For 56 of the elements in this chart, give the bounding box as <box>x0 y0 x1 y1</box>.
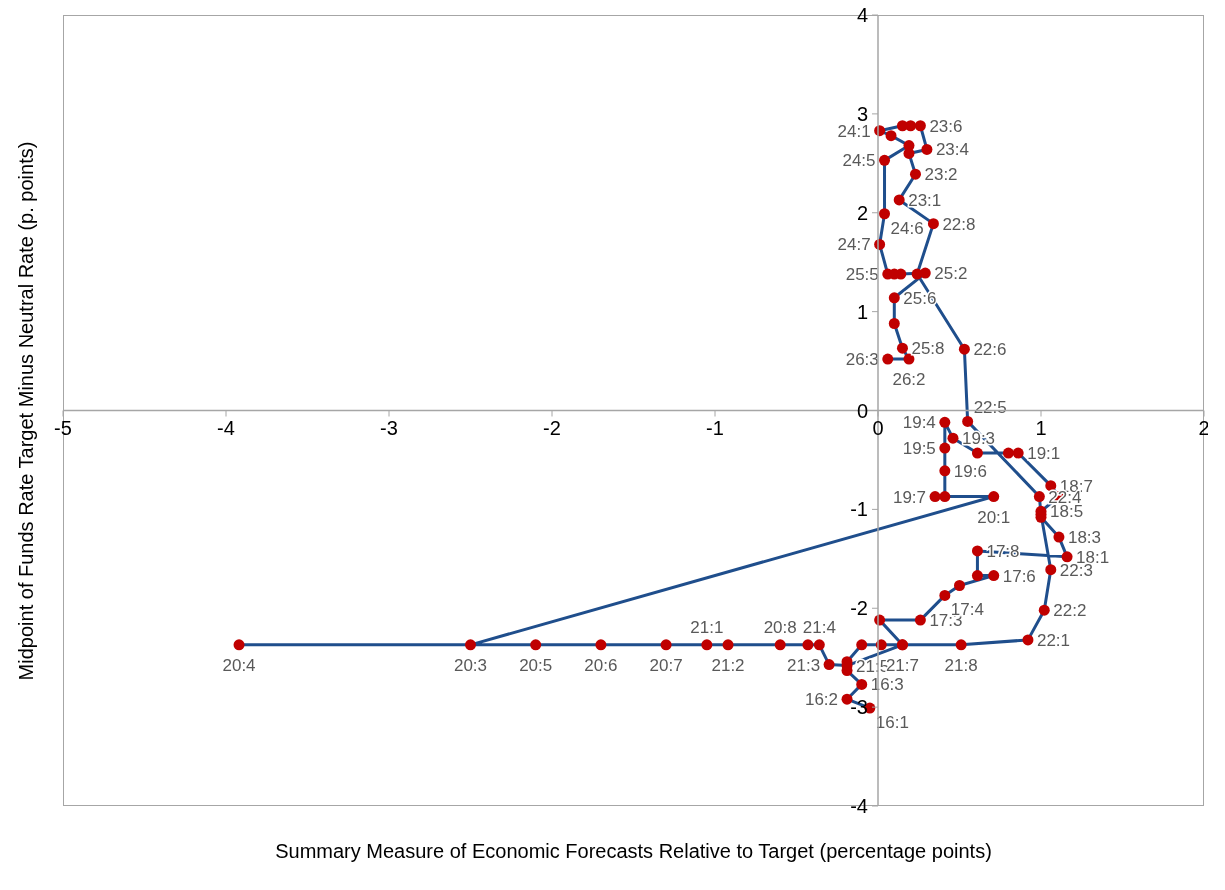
data-label: 24:6 <box>890 218 924 238</box>
y-tick-label: -2 <box>850 597 868 620</box>
data-label: 20:4 <box>222 655 256 675</box>
x-tick-label: 1 <box>1035 416 1047 439</box>
data-label: 21:4 <box>802 617 836 637</box>
y-axis-title: Midpoint of Funds Rate Target Minus Neutral Rate (p. points) <box>14 141 38 680</box>
data-label: 19:7 <box>892 487 927 507</box>
y-tick-label: -1 <box>850 498 868 521</box>
data-label: 23:2 <box>924 165 958 185</box>
data-label: 22:2 <box>1053 601 1087 621</box>
data-label: 19:1 <box>1027 444 1061 464</box>
x-tick-label: -2 <box>543 416 561 439</box>
data-label: 18:5 <box>1050 502 1084 522</box>
data-label: 21:2 <box>711 655 745 675</box>
data-label: 24:5 <box>842 151 876 171</box>
data-label: 22:6 <box>973 340 1007 360</box>
x-tick-label: 2 <box>1198 416 1210 439</box>
data-label: 23:4 <box>935 140 969 160</box>
y-tick-label: -4 <box>850 795 868 817</box>
data-label: 16:1 <box>875 713 909 733</box>
data-label: 16:3 <box>870 675 904 695</box>
x-axis-title: Summary Measure of Economic Forecasts Relative to Target (percentage points) <box>274 840 993 863</box>
data-label: 19:6 <box>953 461 987 481</box>
data-label: 24:7 <box>837 235 871 255</box>
data-label: 23:1 <box>908 190 942 210</box>
data-label: 26:3 <box>845 350 879 370</box>
data-label: 20:7 <box>649 655 683 675</box>
data-label: 21:3 <box>787 655 821 675</box>
y-tick-label: 0 <box>856 399 868 422</box>
x-tick-label: 0 <box>872 416 884 439</box>
data-label: 25:8 <box>911 339 945 359</box>
y-tick-label: 4 <box>856 4 868 26</box>
data-label: 20:6 <box>584 655 618 675</box>
x-tick-label: -3 <box>380 416 398 439</box>
data-label: 25:5 <box>845 265 879 285</box>
data-label: 21:8 <box>944 655 978 675</box>
data-label: 25:2 <box>934 264 968 284</box>
data-label: 19:4 <box>902 413 936 433</box>
data-label: 21:1 <box>690 617 724 637</box>
data-label: 23:6 <box>929 116 963 136</box>
y-tick-label: 1 <box>856 300 868 323</box>
x-tick-label: -4 <box>217 416 235 439</box>
data-label: 22:8 <box>942 214 976 234</box>
x-tick-label: -5 <box>54 416 72 439</box>
x-tick-label: -1 <box>706 416 724 439</box>
data-label: 22:1 <box>1036 630 1071 650</box>
data-label: 16:2 <box>804 690 839 710</box>
data-label: 20:3 <box>453 655 488 675</box>
data-label: 26:2 <box>892 370 926 390</box>
data-label: 20:1 <box>977 507 1011 527</box>
y-tick-label: 2 <box>856 201 868 224</box>
data-label: 19:5 <box>902 439 936 459</box>
data-label: 18:3 <box>1067 528 1102 548</box>
data-label: 20:8 <box>763 617 797 637</box>
data-label: 20:5 <box>519 655 553 675</box>
data-label: 17:6 <box>1002 566 1036 586</box>
